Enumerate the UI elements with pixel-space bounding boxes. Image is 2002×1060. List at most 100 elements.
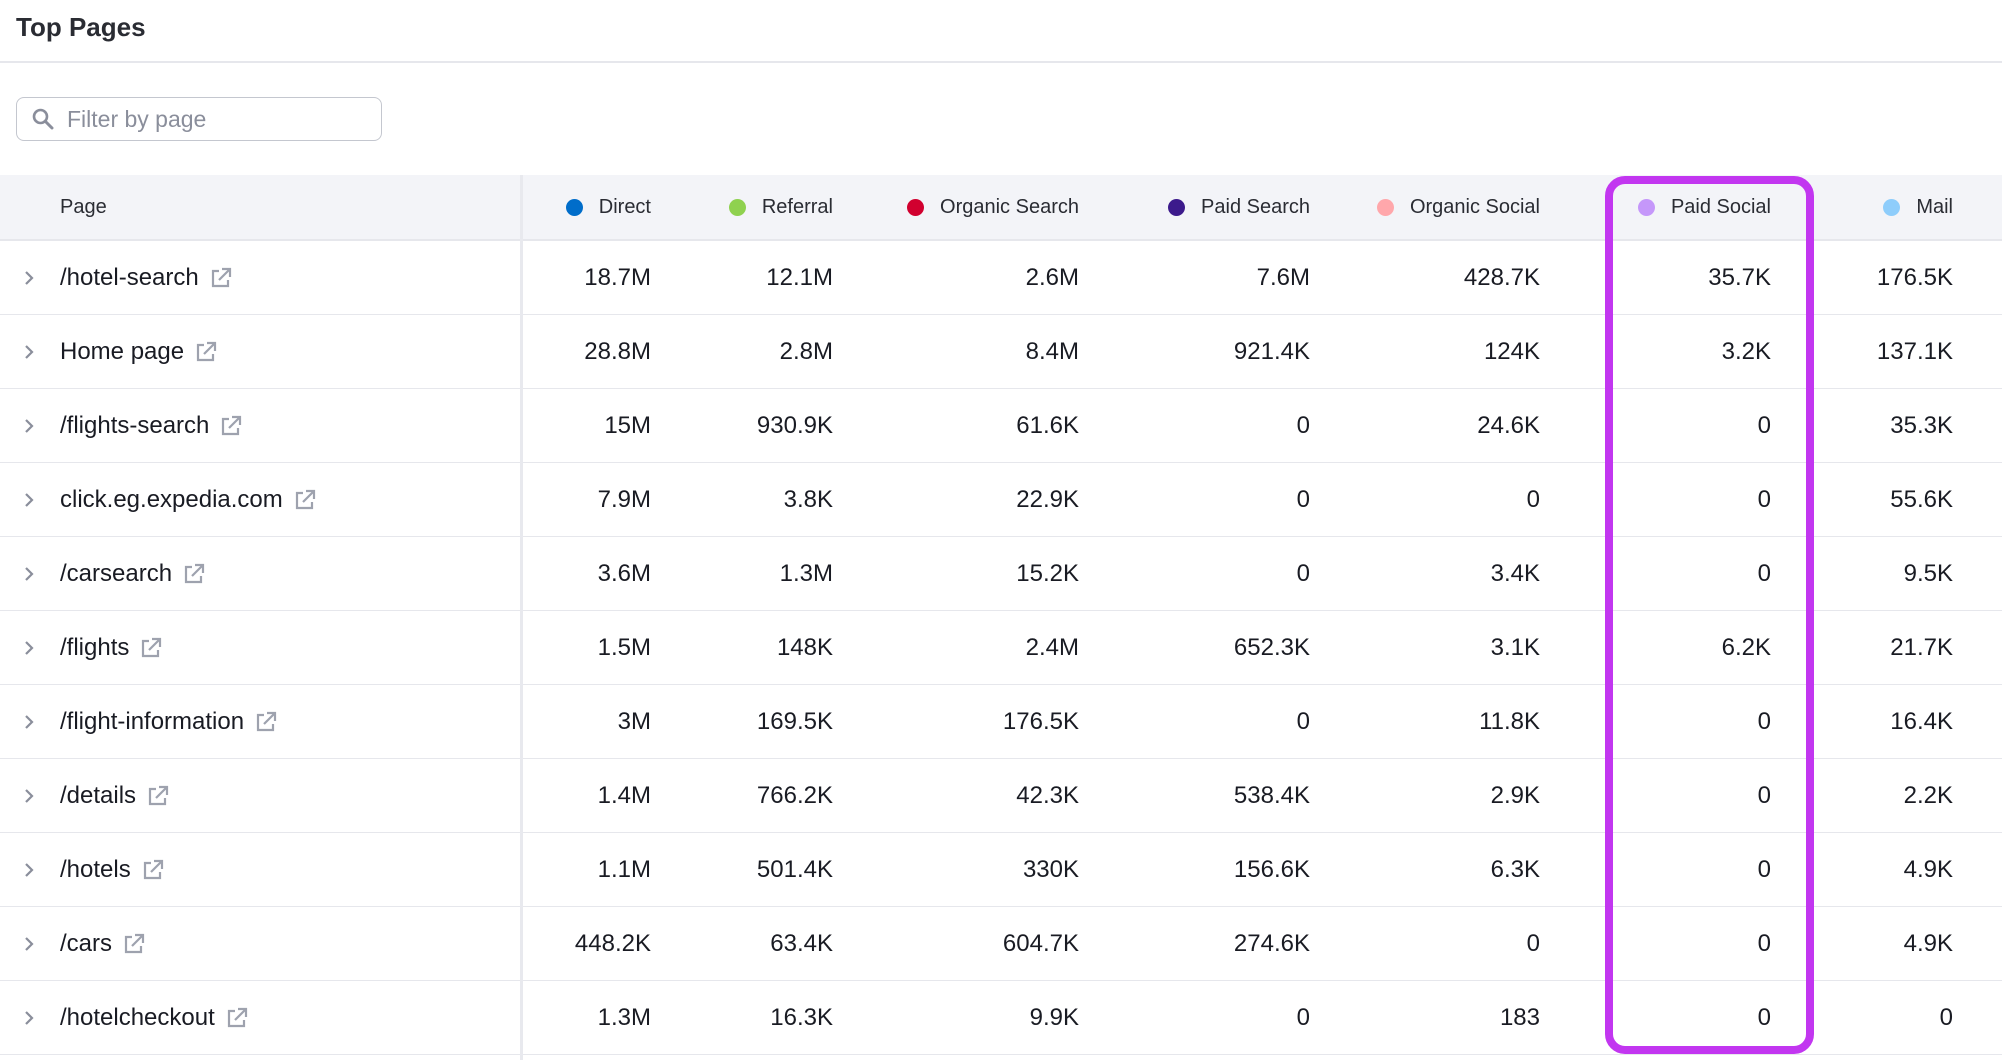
table-row[interactable]: /flights-search 15M 930.9K 61.6K 0 24.6K 0 35.3…: [0, 389, 2002, 463]
referral-value: 766.2K: [756, 781, 833, 809]
organic-social-value: 124K: [1483, 337, 1540, 365]
direct-value: 3.6M: [597, 559, 651, 587]
page-link[interactable]: Home page: [60, 337, 185, 365]
expand-row-chevron-icon[interactable]: [22, 537, 36, 610]
referral-value: 148K: [776, 633, 833, 661]
column-header-paid-social[interactable]: Paid Social: [1637, 175, 1771, 239]
table-row[interactable]: /flight-information 3M 169.5K 176.5K 0 11.8K 0…: [0, 685, 2002, 759]
table-row[interactable]: /hotels 1.1M 501.4K 330K 156.6K 6.3K 0 4.9K: [0, 833, 2002, 907]
paid-social-value: 0: [1757, 559, 1771, 587]
expand-row-chevron-icon[interactable]: [22, 315, 36, 388]
organic-search-value: 604.7K: [1002, 929, 1079, 957]
page-cell: /carsearch: [60, 537, 206, 610]
direct-value: 15M: [604, 411, 651, 439]
page-link[interactable]: /cars: [60, 929, 113, 957]
referral-value: 501.4K: [756, 855, 833, 883]
paid-search-value: 0: [1296, 1003, 1310, 1031]
expand-row-chevron-icon[interactable]: [22, 241, 36, 314]
organic-social-legend-dot: [1376, 198, 1394, 216]
expand-row-chevron-icon[interactable]: [22, 463, 36, 536]
direct-value: 7.9M: [597, 485, 651, 513]
paid-search-value: 156.6K: [1233, 855, 1310, 883]
expand-row-chevron-icon[interactable]: [22, 907, 36, 980]
paid-search-value: 274.6K: [1233, 929, 1310, 957]
external-link-icon[interactable]: [146, 784, 170, 808]
column-divider: [520, 175, 523, 1060]
page-link[interactable]: /details: [60, 781, 137, 809]
referral-value: 16.3K: [770, 1003, 833, 1031]
external-link-icon[interactable]: [122, 932, 146, 956]
organic-search-value: 2.6M: [1025, 263, 1079, 291]
referral-value: 169.5K: [756, 707, 833, 735]
table-row[interactable]: /hotel-search 18.7M 12.1M 2.6M 7.6M 428.7K 35.…: [0, 241, 2002, 315]
expand-row-chevron-icon[interactable]: [22, 833, 36, 906]
page-link[interactable]: /flights-search: [60, 411, 210, 439]
table-row[interactable]: /carsearch 3.6M 1.3M 15.2K 0 3.4K 0 9.5K: [0, 537, 2002, 611]
external-link-icon[interactable]: [139, 636, 163, 660]
column-header-mail[interactable]: Mail: [1883, 175, 1953, 239]
organic-search-value: 9.9K: [1029, 1003, 1079, 1031]
expand-row-chevron-icon[interactable]: [22, 981, 36, 1054]
external-link-icon[interactable]: [194, 340, 218, 364]
mail-value: 2.2K: [1903, 781, 1953, 809]
page-link[interactable]: /carsearch: [60, 559, 173, 587]
paid-social-legend-dot: [1637, 198, 1655, 216]
page-cell: /flight-information: [60, 685, 278, 758]
table-row[interactable]: click.eg.expedia.com 7.9M 3.8K 22.9K 0 0 0 55.6…: [0, 463, 2002, 537]
external-link-icon[interactable]: [293, 488, 317, 512]
mail-value: 16.4K: [1890, 707, 1953, 735]
organic-social-value: 428.7K: [1463, 263, 1540, 291]
page-link[interactable]: click.eg.expedia.com: [60, 485, 283, 513]
column-header-paid-search[interactable]: Paid Search: [1168, 175, 1310, 239]
external-link-icon[interactable]: [141, 858, 165, 882]
mail-value: 176.5K: [1876, 263, 1953, 291]
page-link[interactable]: /hotels: [60, 855, 131, 883]
direct-value: 1.3M: [597, 1003, 651, 1031]
external-link-icon[interactable]: [254, 710, 278, 734]
organic-social-value: 183: [1499, 1003, 1540, 1031]
column-header-organic-search[interactable]: Organic Search: [907, 175, 1079, 239]
external-link-icon[interactable]: [219, 414, 243, 438]
organic-social-value: 0: [1526, 485, 1540, 513]
filter-search-field[interactable]: [16, 97, 382, 141]
table-row[interactable]: /flights 1.5M 148K 2.4M 652.3K 3.1K 6.2K 21.7K: [0, 611, 2002, 685]
direct-value: 1.1M: [597, 855, 651, 883]
page-link[interactable]: /hotelcheckout: [60, 1003, 215, 1031]
organic-search-value: 330K: [1022, 855, 1079, 883]
page-title: Top Pages: [16, 12, 146, 42]
mail-legend-dot: [1883, 198, 1901, 216]
column-header-referral[interactable]: Referral: [728, 175, 833, 239]
column-header-direct[interactable]: Direct: [565, 175, 651, 239]
referral-value: 63.4K: [770, 929, 833, 957]
page-cell: /flights: [60, 611, 163, 684]
column-header-organic-social[interactable]: Organic Social: [1376, 175, 1540, 239]
expand-row-chevron-icon[interactable]: [22, 759, 36, 832]
column-header-page[interactable]: Page: [60, 175, 107, 239]
mail-value: 9.5K: [1903, 559, 1953, 587]
external-link-icon[interactable]: [225, 1006, 249, 1030]
page-link[interactable]: /flight-information: [60, 707, 245, 735]
page-cell: /hotelcheckout: [60, 981, 249, 1054]
paid-search-value: 0: [1296, 559, 1310, 587]
table-row[interactable]: /hotelcheckout 1.3M 16.3K 9.9K 0 183 0 0: [0, 981, 2002, 1055]
table-header-row: Page Direct Referral Organic Search Paid Sea…: [0, 175, 2002, 241]
page-link[interactable]: /hotel-search: [60, 263, 199, 291]
page-link[interactable]: /flights: [60, 633, 130, 661]
table-row[interactable]: /details 1.4M 766.2K 42.3K 538.4K 2.9K 0 2.2K: [0, 759, 2002, 833]
filter-by-page-input[interactable]: [65, 104, 369, 134]
page-cell: Home page: [60, 315, 218, 388]
column-header-label: Direct: [598, 195, 651, 218]
page-cell: /hotels: [60, 833, 165, 906]
table-row[interactable]: /cars 448.2K 63.4K 604.7K 274.6K 0 0 4.9K: [0, 907, 2002, 981]
table-row[interactable]: Home page 28.8M 2.8M 8.4M 921.4K 124K 3.2K 137.…: [0, 315, 2002, 389]
paid-search-value: 0: [1296, 411, 1310, 439]
mail-value: 4.9K: [1903, 855, 1953, 883]
external-link-icon[interactable]: [209, 266, 233, 290]
external-link-icon[interactable]: [182, 562, 206, 586]
organic-social-value: 0: [1526, 929, 1540, 957]
expand-row-chevron-icon[interactable]: [22, 685, 36, 758]
expand-row-chevron-icon[interactable]: [22, 389, 36, 462]
paid-search-value: 538.4K: [1233, 781, 1310, 809]
expand-row-chevron-icon[interactable]: [22, 611, 36, 684]
paid-social-value: 0: [1757, 855, 1771, 883]
